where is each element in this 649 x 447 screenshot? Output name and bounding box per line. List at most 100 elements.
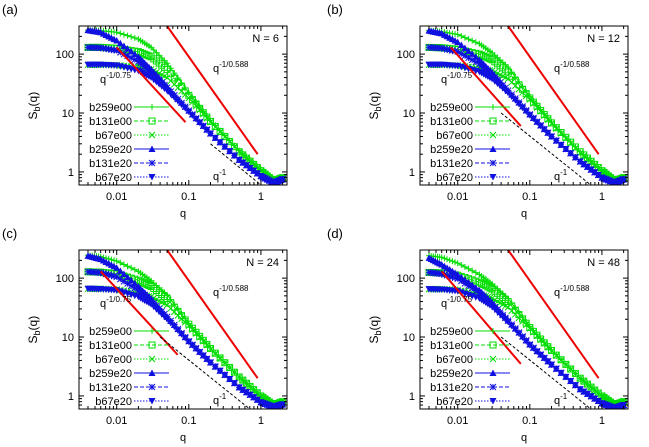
reference-line-2 (210, 143, 262, 185)
reference-line-label: q-1/0.75 (100, 295, 132, 310)
data-point-b67e20 (529, 115, 537, 123)
data-point-b67e20 (199, 123, 207, 130)
legend-entry: b259e00 (430, 102, 510, 114)
panel-label: (c) (2, 226, 17, 241)
data-point-b259e00 (461, 263, 468, 270)
data-point-b131e00 (522, 319, 530, 327)
legend-entry: b67e00 (95, 130, 169, 142)
data-point-b259e00 (454, 260, 461, 267)
legend-entry: b259e20 (89, 144, 169, 156)
legend-marker (148, 398, 156, 405)
data-point-b67e20 (216, 367, 224, 375)
data-point-b67e20 (239, 159, 247, 167)
data-point-b259e00 (128, 264, 135, 271)
data-point-b131e00 (170, 303, 178, 311)
data-point-b67e20 (167, 91, 175, 98)
data-point-b67e20 (552, 137, 560, 145)
data-point-b131e00 (143, 280, 151, 288)
legend-label: b131e00 (430, 116, 473, 128)
legend-label: b259e00 (89, 326, 132, 338)
reference-line-label-base: q (554, 171, 560, 183)
data-point-b67e20 (221, 143, 229, 151)
data-point-b131e00 (230, 143, 238, 151)
y-tick-label: 10 (403, 332, 415, 344)
data-point-b67e20 (185, 108, 193, 116)
reference-line-2 (500, 336, 592, 409)
data-point-b131e20 (113, 47, 121, 54)
data-point-b67e20 (192, 345, 200, 353)
x-tick-label: 1 (599, 415, 605, 427)
data-point-b131e00 (192, 100, 200, 108)
data-point-b131e20 (472, 58, 480, 66)
y-tick-label: 100 (56, 273, 74, 285)
data-point-b67e20 (552, 365, 560, 373)
legend-label: b259e20 (430, 368, 473, 380)
reference-line-label-exponent: -1/0.588 (560, 60, 590, 69)
data-point-b131e00 (174, 78, 182, 86)
y-axis-label: Sb(q) (26, 316, 42, 344)
data-point-b259e00 (150, 47, 157, 54)
data-point-b131e00 (567, 138, 575, 146)
data-point-b259e00 (512, 73, 519, 80)
reference-line-label-exponent: -1/0.75 (447, 295, 472, 304)
y-tick-label: 10 (62, 108, 74, 120)
plot-area (84, 250, 287, 409)
data-point-b259e00 (465, 265, 472, 272)
reference-line-label: q-1/0.75 (441, 71, 473, 86)
panel-label: (b) (327, 2, 343, 17)
reference-line-label-exponent: -1/0.588 (219, 60, 249, 69)
y-tick-label: 1 (409, 167, 415, 179)
reference-line-label-base: q (554, 63, 560, 75)
data-point-b67e20 (211, 363, 219, 371)
data-point-b131e00 (211, 122, 219, 130)
legend-entry: b131e20 (430, 158, 510, 170)
reference-line-0 (507, 26, 600, 155)
data-point-b67e20 (533, 348, 541, 356)
reference-line-label-base: q (213, 287, 219, 299)
y-axis-label-sub: b (32, 330, 42, 335)
data-point-b67e20 (185, 338, 193, 346)
reference-line-label-exponent: -1 (560, 392, 568, 401)
data-point-b67e20 (181, 335, 189, 342)
data-point-b259e00 (469, 267, 476, 274)
data-point-b131e20 (105, 271, 113, 279)
x-tick-label: 0.1 (181, 415, 196, 427)
data-point-b259e00 (128, 33, 135, 40)
reference-line-label-exponent: -1/0.588 (560, 284, 590, 293)
data-point-b259e20 (120, 42, 128, 49)
legend-label: b259e20 (89, 144, 132, 156)
data-point-b131e00 (230, 368, 238, 376)
data-point-b259e20 (124, 45, 132, 52)
data-point-b131e00 (207, 117, 215, 125)
y-axis-label-base: S (26, 335, 40, 343)
data-point-b131e00 (548, 347, 556, 355)
data-point-b131e00 (163, 65, 171, 73)
data-point-b67e20 (587, 166, 595, 174)
data-point-b259e00 (452, 259, 459, 266)
data-point-b67e20 (519, 334, 527, 341)
data-point-b131e20 (472, 287, 480, 294)
data-point-b67e20 (230, 152, 238, 159)
legend-label: b131e20 (89, 158, 132, 170)
data-point-b131e00 (508, 72, 516, 80)
data-point-b131e20 (113, 273, 121, 281)
data-point-b67e20 (170, 323, 178, 331)
data-point-b131e20 (449, 273, 456, 281)
data-point-b259e20 (457, 41, 465, 49)
legend-label: b131e00 (89, 340, 132, 352)
legend-entry: b131e00 (430, 340, 510, 352)
y-axis-label-sub: b (32, 106, 42, 111)
data-point-b67e20 (188, 342, 196, 349)
data-point-b67e20 (529, 345, 537, 352)
reference-line-label: q-1/0.588 (554, 60, 590, 75)
data-point-b131e20 (438, 270, 446, 278)
data-point-b67e20 (522, 338, 530, 345)
data-point-b131e00 (199, 109, 207, 117)
x-axis-label: q (521, 208, 527, 220)
data-point-b259e20 (113, 37, 121, 44)
reference-line-label-exponent: -1 (219, 392, 227, 401)
data-point-b67e20 (163, 87, 171, 95)
data-point-b67e20 (580, 161, 588, 168)
data-point-b131e20 (446, 272, 454, 280)
